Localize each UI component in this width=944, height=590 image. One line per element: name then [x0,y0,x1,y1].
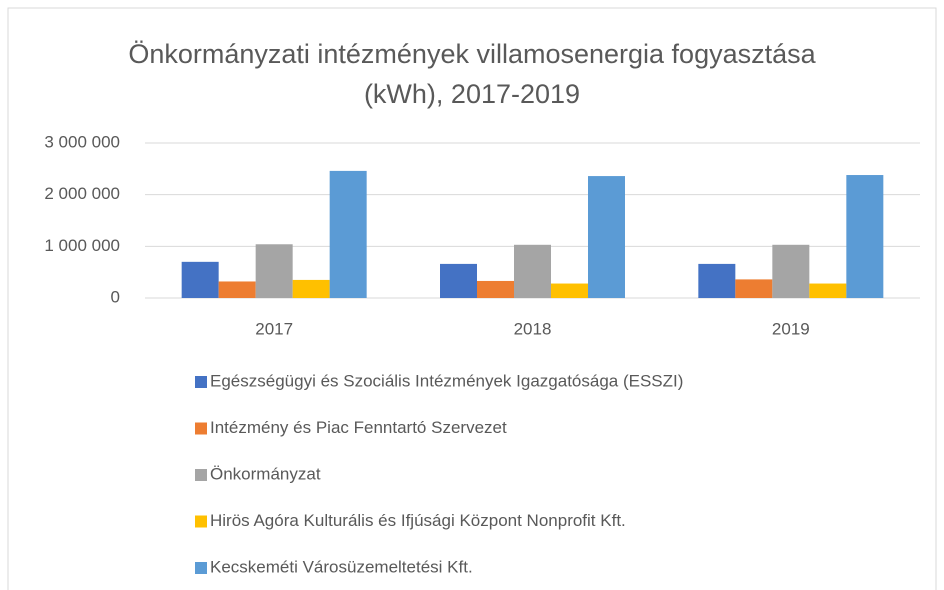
legend-swatch [195,515,207,528]
bar [698,263,736,298]
bar [514,244,551,298]
bar [735,279,773,298]
bar [551,283,588,298]
x-tick-label: 2018 [514,319,552,338]
bar [329,170,367,298]
y-tick-label: 3 000 000 [44,132,120,151]
x-tick-label: 2019 [772,319,810,338]
legend-label: Egészségügyi és Szociális Intézmények Ig… [210,371,683,390]
legend-label: Kecskeméti Városüzemeltetési Kft. [210,557,473,576]
x-tick-label: 2017 [255,319,293,338]
bar [218,281,256,298]
bar [588,176,625,298]
legend-swatch [195,422,207,435]
bar [846,175,884,298]
bar [292,279,330,298]
y-tick-label: 2 000 000 [44,184,120,203]
legend-label: Hirös Agóra Kulturális és Ifjúsági Közpo… [210,511,626,530]
bar [181,261,219,298]
y-tick-label: 0 [111,287,120,306]
legend-label: Intézmény és Piac Fenntartó Szervezet [210,418,507,437]
y-tick-label: 1 000 000 [44,236,120,255]
bar [477,280,514,298]
legend-label: Önkormányzat [210,464,321,483]
chart-title: Önkormányzati intézmények villamosenergi… [128,39,816,109]
legend-swatch [195,376,207,388]
bar [809,283,847,298]
legend-swatch [195,562,207,574]
legend-swatch [195,469,207,481]
bar [255,244,293,298]
bar [440,263,477,298]
chart-border [7,7,937,590]
bar [772,244,810,298]
